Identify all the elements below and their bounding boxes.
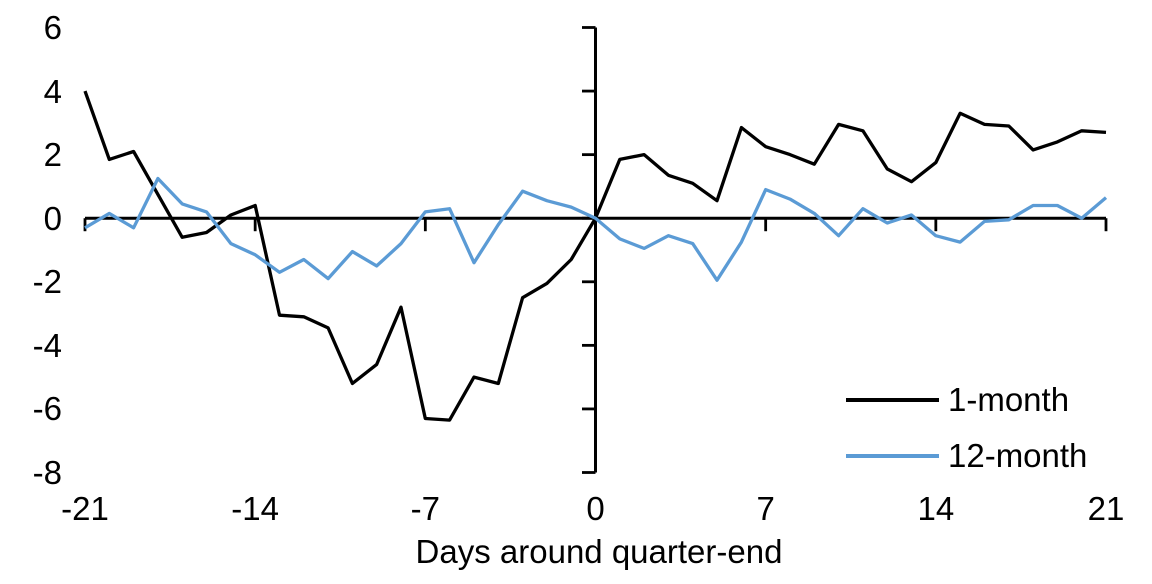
y-axis-tick-label: 4 <box>43 72 62 110</box>
y-axis-tick-label: -2 <box>32 263 62 301</box>
legend-item-12-month: 12-month <box>846 437 1087 474</box>
y-axis-tick-label: 6 <box>43 9 62 46</box>
x-axis-tick-label: 0 <box>586 490 605 527</box>
y-axis-tick-label: 0 <box>43 199 62 237</box>
series-line-12-month <box>84 176 1108 282</box>
x-axis-tick-label: 14 <box>917 490 955 527</box>
legend-item-1-month: 1-month <box>846 381 1087 418</box>
x-axis-tick-label: -14 <box>231 490 279 527</box>
y-axis-tick-label: -8 <box>32 454 62 491</box>
x-axis-title: Days around quarter-end <box>415 533 783 570</box>
legend: 1-month 12-month <box>846 381 1087 493</box>
legend-line-swatch-1 <box>846 453 939 458</box>
legend-label-12-month: 12-month <box>948 437 1088 474</box>
x-axis-tick-label: -21 <box>61 490 109 527</box>
y-axis-tick-label: -6 <box>32 390 62 428</box>
y-axis-tick-label: 2 <box>43 136 62 174</box>
legend-label-1-month: 1-month <box>948 381 1070 418</box>
legend-line-swatch-0 <box>846 397 939 402</box>
x-axis-tick-label: 7 <box>756 490 775 527</box>
x-axis-tick-label: -7 <box>410 490 440 527</box>
x-axis-tick-label: 21 <box>1087 490 1125 527</box>
y-axis-tick-label: -4 <box>32 326 62 364</box>
